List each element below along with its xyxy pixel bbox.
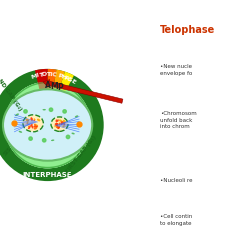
Ellipse shape <box>34 126 38 130</box>
Ellipse shape <box>26 122 28 124</box>
Text: S: S <box>66 76 73 83</box>
Wedge shape <box>48 82 54 90</box>
Ellipse shape <box>57 119 59 122</box>
Text: •New nucle
envelope fo: •New nucle envelope fo <box>160 64 192 76</box>
Text: A: A <box>45 81 51 90</box>
Circle shape <box>29 137 32 140</box>
Wedge shape <box>59 84 68 94</box>
Circle shape <box>49 108 53 112</box>
Text: H: H <box>60 74 66 80</box>
Wedge shape <box>61 72 74 87</box>
Circle shape <box>66 135 70 138</box>
Ellipse shape <box>75 115 78 118</box>
Ellipse shape <box>51 117 68 132</box>
Ellipse shape <box>26 119 29 121</box>
Text: M: M <box>50 82 58 90</box>
Text: I: I <box>36 73 39 78</box>
Wedge shape <box>38 82 48 90</box>
Wedge shape <box>0 69 104 181</box>
Text: FIRST GAP (G₁): FIRST GAP (G₁) <box>64 135 97 174</box>
Text: T: T <box>46 72 50 77</box>
Ellipse shape <box>15 114 19 116</box>
Circle shape <box>63 110 66 113</box>
Ellipse shape <box>23 115 43 132</box>
Ellipse shape <box>37 119 40 122</box>
Ellipse shape <box>30 117 33 121</box>
Ellipse shape <box>63 120 66 123</box>
Ellipse shape <box>18 131 22 133</box>
Text: ND GAP (G₂): ND GAP (G₂) <box>0 78 22 112</box>
Wedge shape <box>53 82 61 91</box>
Ellipse shape <box>28 126 31 127</box>
Ellipse shape <box>51 140 54 141</box>
Ellipse shape <box>28 127 30 129</box>
Ellipse shape <box>34 118 35 120</box>
Ellipse shape <box>63 122 65 125</box>
Ellipse shape <box>3 89 92 161</box>
Text: P: P <box>58 83 63 92</box>
Text: O: O <box>41 72 47 78</box>
Ellipse shape <box>55 123 58 126</box>
Ellipse shape <box>72 132 75 134</box>
Ellipse shape <box>30 124 33 127</box>
Ellipse shape <box>58 127 60 129</box>
Wedge shape <box>4 82 91 168</box>
Ellipse shape <box>56 126 59 128</box>
Text: E: E <box>70 78 76 84</box>
Ellipse shape <box>34 126 35 127</box>
Ellipse shape <box>59 120 62 122</box>
Ellipse shape <box>60 121 63 125</box>
Text: M: M <box>30 73 38 80</box>
Wedge shape <box>4 82 91 168</box>
Ellipse shape <box>56 125 58 126</box>
Ellipse shape <box>42 109 46 110</box>
Text: C: C <box>52 72 57 78</box>
Ellipse shape <box>54 125 56 128</box>
Wedge shape <box>35 69 48 83</box>
Text: INTERPHASE: INTERPHASE <box>23 172 72 178</box>
Text: A: A <box>63 75 70 82</box>
Text: P: P <box>57 73 63 79</box>
Circle shape <box>24 110 27 113</box>
Ellipse shape <box>58 126 60 129</box>
Text: SIS: SIS <box>2 146 13 157</box>
Ellipse shape <box>34 124 36 127</box>
Text: •Cell contin
to elongate: •Cell contin to elongate <box>160 214 192 226</box>
Ellipse shape <box>62 125 65 127</box>
Ellipse shape <box>55 123 58 125</box>
Ellipse shape <box>56 120 58 122</box>
Ellipse shape <box>26 119 29 122</box>
Ellipse shape <box>35 125 38 127</box>
Ellipse shape <box>32 126 34 128</box>
Text: •Chromosom
unfold back
into chrom: •Chromosom unfold back into chrom <box>160 111 196 129</box>
Circle shape <box>42 138 46 142</box>
Ellipse shape <box>56 126 59 128</box>
Text: I: I <box>50 72 52 77</box>
Ellipse shape <box>34 119 35 121</box>
FancyArrow shape <box>43 80 123 103</box>
Text: T: T <box>38 72 43 78</box>
Text: •Nucleoli re: •Nucleoli re <box>160 178 192 182</box>
Ellipse shape <box>36 124 38 126</box>
Ellipse shape <box>58 122 60 126</box>
Text: Telophase: Telophase <box>160 25 215 35</box>
Wedge shape <box>54 70 65 84</box>
Wedge shape <box>48 69 56 82</box>
